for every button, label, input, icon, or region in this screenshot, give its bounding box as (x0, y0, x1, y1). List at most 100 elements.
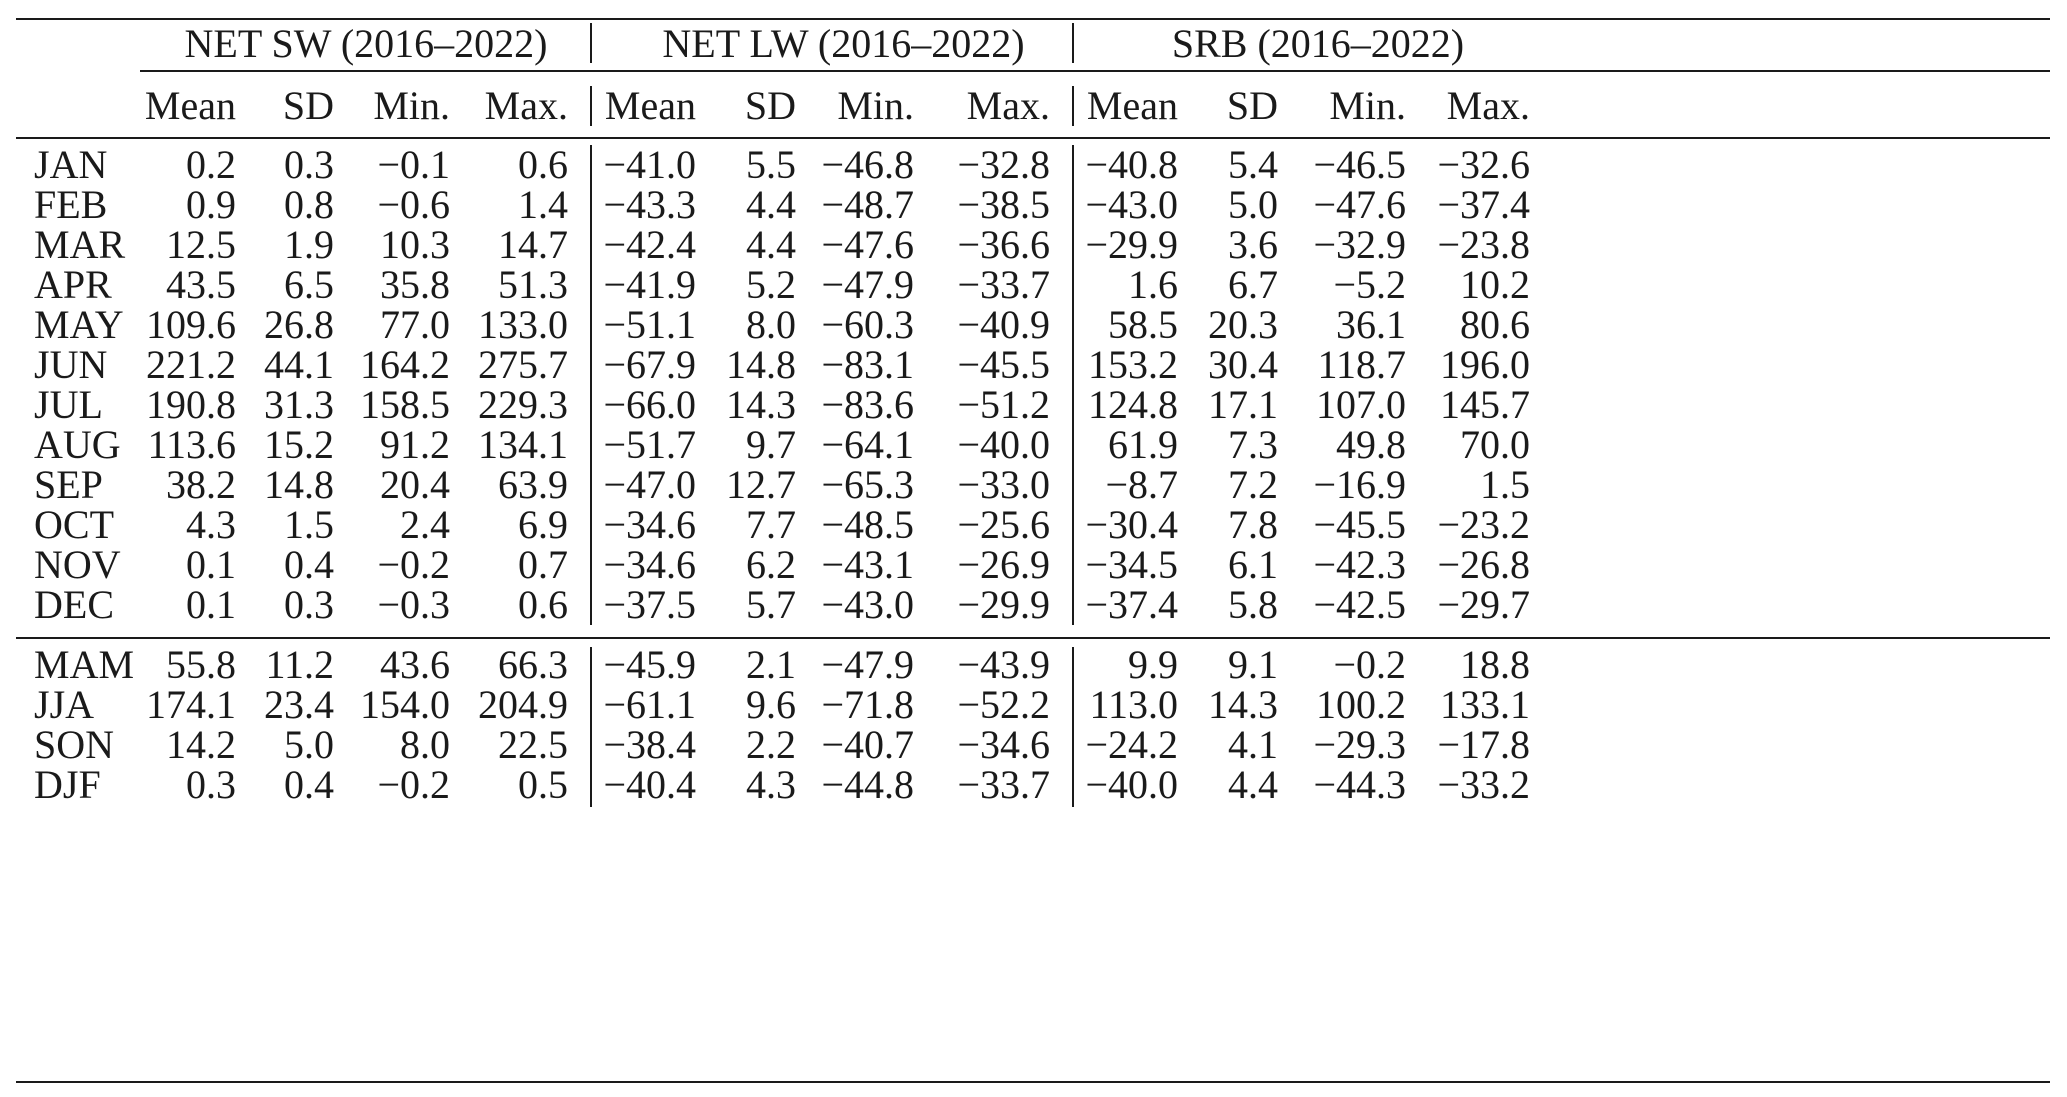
table-cell: −0.3 (377, 582, 450, 627)
row-label: MAR (34, 222, 126, 267)
table-cell: −52.2 (957, 682, 1050, 727)
table-cell: 7.2 (1228, 462, 1278, 507)
table-cell: 10.3 (380, 222, 450, 267)
table-cell: −34.6 (603, 542, 696, 587)
row-label: NOV (34, 542, 121, 587)
table-cell: −43.3 (603, 182, 696, 227)
table-cell: 14.3 (1208, 682, 1278, 727)
table-cell: −0.2 (377, 762, 450, 807)
table-cell: −48.5 (821, 502, 914, 547)
table-cell: −45.5 (1313, 502, 1406, 547)
table-cell: 8.0 (400, 722, 450, 767)
table-cell: 174.1 (146, 682, 236, 727)
table-cell: 0.3 (284, 582, 334, 627)
row-label: AUG (34, 422, 121, 467)
table-cell: 0.8 (284, 182, 334, 227)
table-cell: −42.5 (1313, 582, 1406, 627)
table-cell: 5.0 (1228, 182, 1278, 227)
subheader-separator (590, 86, 592, 126)
column-header: Mean (604, 83, 696, 128)
table-cell: 0.3 (284, 142, 334, 187)
subheader-separator (1072, 86, 1074, 126)
table-cell: −47.6 (821, 222, 914, 267)
table-cell: −26.9 (957, 542, 1050, 587)
table-cell: 154.0 (360, 682, 450, 727)
column-header: Mean (144, 83, 236, 128)
row-label: OCT (34, 502, 114, 547)
table-cell: 61.9 (1108, 422, 1178, 467)
table-cell: 4.1 (1228, 722, 1278, 767)
table-cell: 8.0 (746, 302, 796, 347)
table-cell: −71.8 (821, 682, 914, 727)
table-cell: −40.4 (603, 762, 696, 807)
table-cell: 4.3 (746, 762, 796, 807)
row-label: DEC (34, 582, 114, 627)
table-cell: 6.7 (1228, 262, 1278, 307)
table-cell: −32.9 (1313, 222, 1406, 267)
data-table: NET SW (2016–2022) NET LW (2016–2022) SRB … (16, 18, 2050, 1083)
table-cell: −32.6 (1437, 142, 1530, 187)
table-cell: 1.6 (1128, 262, 1178, 307)
table-cell: −43.9 (957, 642, 1050, 687)
column-separator (1072, 647, 1074, 807)
table-cell: 6.9 (518, 502, 568, 547)
table-cell: 1.9 (284, 222, 334, 267)
table-cell: −29.9 (957, 582, 1050, 627)
table-cell: 100.2 (1316, 682, 1406, 727)
table-cell: −26.8 (1437, 542, 1530, 587)
group-separator (1072, 23, 1074, 63)
table-cell: −5.2 (1333, 262, 1406, 307)
table-cell: −40.9 (957, 302, 1050, 347)
table-cell: 3.6 (1228, 222, 1278, 267)
table-cell: 9.9 (1128, 642, 1178, 687)
table-cell: −0.1 (377, 142, 450, 187)
table-cell: 14.8 (726, 342, 796, 387)
table-cell: 2.4 (400, 502, 450, 547)
table-cell: 0.4 (284, 762, 334, 807)
table-cell: −34.5 (1085, 542, 1178, 587)
table-cell: 4.4 (1228, 762, 1278, 807)
column-header: SD (1226, 83, 1278, 128)
column-header: Max. (1446, 83, 1530, 128)
column-header: SD (744, 83, 796, 128)
table-cell: 133.1 (1440, 682, 1530, 727)
table-cell: −40.0 (957, 422, 1050, 467)
table-cell: 5.4 (1228, 142, 1278, 187)
table-cell: 6.5 (284, 262, 334, 307)
column-header: Min. (1329, 83, 1406, 128)
table-cell: −48.7 (821, 182, 914, 227)
table-cell: 43.5 (166, 262, 236, 307)
table-cell: 4.4 (746, 222, 796, 267)
table-cell: 190.8 (146, 382, 236, 427)
row-label: MAY (34, 302, 124, 347)
table-cell: −33.0 (957, 462, 1050, 507)
table-cell: −43.0 (1085, 182, 1178, 227)
row-label: MAM (34, 642, 135, 687)
row-label: APR (34, 262, 112, 307)
table-cell: 12.7 (726, 462, 796, 507)
table-cell: −47.0 (603, 462, 696, 507)
table-cell: 18.8 (1460, 642, 1530, 687)
table-cell: −0.2 (377, 542, 450, 587)
table-cell: −47.9 (821, 642, 914, 687)
table-cell: 0.4 (284, 542, 334, 587)
table-cell: −41.0 (603, 142, 696, 187)
table-cell: −41.9 (603, 262, 696, 307)
table-cell: 5.0 (284, 722, 334, 767)
group-separator (590, 23, 592, 63)
table-cell: −67.9 (603, 342, 696, 387)
table-cell: −42.4 (603, 222, 696, 267)
table-cell: −51.2 (957, 382, 1050, 427)
table-cell: 0.1 (186, 542, 236, 587)
table-cell: −37.4 (1085, 582, 1178, 627)
table-cell: 0.2 (186, 142, 236, 187)
table-cell: −47.9 (821, 262, 914, 307)
row-label: SON (34, 722, 115, 767)
table-cell: 23.4 (264, 682, 334, 727)
table-cell: −38.4 (603, 722, 696, 767)
table-cell: 145.7 (1440, 382, 1530, 427)
table-cell: −30.4 (1085, 502, 1178, 547)
table-cell: 55.8 (166, 642, 236, 687)
group-underline (140, 70, 2050, 72)
table-cell: 158.5 (360, 382, 450, 427)
